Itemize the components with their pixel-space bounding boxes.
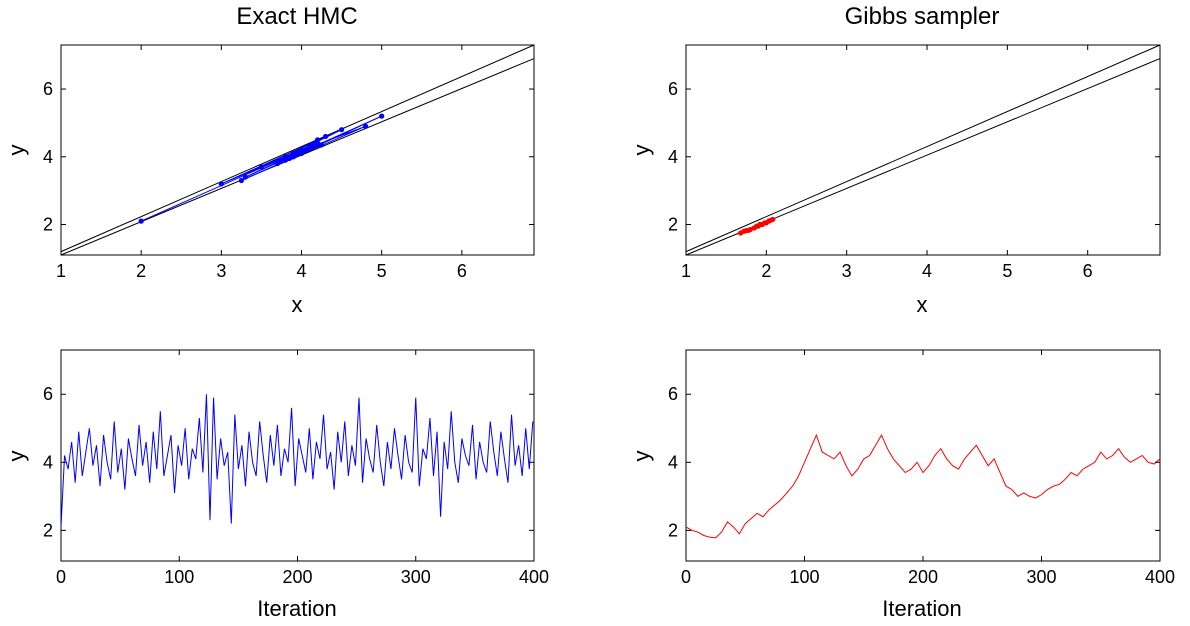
- x-tick-label: 0: [56, 567, 66, 587]
- data-point: [258, 164, 265, 170]
- data-point: [338, 127, 345, 133]
- x-tick-label: 4: [922, 261, 932, 281]
- y-axis-ticks: 2 4 6: [668, 384, 1160, 540]
- data-point: [379, 113, 385, 119]
- x-tick-label: 100: [164, 567, 194, 587]
- x-tick-label: 200: [908, 567, 938, 587]
- y-tick-label: 2: [43, 215, 53, 235]
- data-point: [298, 150, 305, 156]
- series-line: [685, 433, 1161, 539]
- y-tick-label: 2: [668, 520, 678, 540]
- x-axis-ticks: 1 2 3 4 5 6: [681, 45, 1093, 281]
- x-tick-label: 300: [1026, 567, 1056, 587]
- panel-gibbs-sampler: Gibbs sampler 1 2 3 4 5 6 2 4 6 x y: [629, 3, 1161, 317]
- data-point: [318, 142, 325, 148]
- x-tick-label: 2: [761, 261, 771, 281]
- x-tick-label: 6: [1083, 261, 1093, 281]
- x-tick-label: 3: [216, 261, 226, 281]
- y-axis-label: y: [629, 451, 654, 462]
- chart-title: Exact HMC: [236, 3, 357, 30]
- x-tick-label: 400: [519, 567, 549, 587]
- data-point: [238, 177, 244, 184]
- x-tick-label: 5: [1002, 261, 1012, 281]
- y-tick-label: 2: [668, 215, 678, 235]
- data-point: [754, 223, 760, 229]
- x-tick-label: 400: [1145, 567, 1175, 587]
- x-tick-label: 6: [457, 261, 467, 281]
- data-point: [762, 220, 768, 226]
- series-group: [685, 433, 1161, 539]
- data-point: [746, 227, 752, 233]
- data-point: [290, 150, 297, 156]
- plot-frame: [685, 349, 1161, 562]
- x-tick-label: 4: [297, 261, 307, 281]
- data-point: [274, 160, 281, 167]
- series-line: [60, 394, 534, 527]
- y-axis-ticks: 2 4 6: [668, 79, 1160, 235]
- x-axis-label: Iteration: [882, 596, 962, 621]
- data-point: [322, 133, 329, 140]
- x-tick-label: 300: [401, 567, 431, 587]
- y-tick-label: 4: [43, 452, 53, 472]
- y-axis-label: y: [4, 145, 29, 156]
- x-tick-label: 1: [56, 261, 66, 281]
- data-point: [314, 137, 321, 143]
- x-tick-label: 3: [842, 261, 852, 281]
- x-tick-label: 2: [136, 261, 146, 281]
- x-tick-label: 1: [681, 261, 691, 281]
- y-tick-label: 4: [43, 147, 53, 167]
- x-tick-label: 200: [282, 567, 312, 587]
- y-tick-label: 6: [668, 79, 678, 99]
- y-axis-ticks: 2 4 6: [43, 79, 534, 235]
- y-tick-label: 2: [43, 520, 53, 540]
- x-axis-ticks: 0 100 200 300 400: [681, 350, 1175, 587]
- x-tick-label: 5: [377, 261, 387, 281]
- y-axis-ticks: 2 4 6: [43, 384, 534, 540]
- x-tick-label: 100: [789, 567, 819, 587]
- y-tick-label: 4: [668, 147, 678, 167]
- series-group: [738, 216, 776, 236]
- panel-exact-hmc: Exact HMC 1 2 3 4 5 6 2 4 6 x y: [4, 3, 535, 317]
- data-point: [138, 218, 144, 224]
- chart-title: Gibbs sampler: [845, 3, 1000, 30]
- panel-hmc-trace: 0 100 200 300 400 2 4 6 Iteration y: [4, 349, 549, 621]
- panel-gibbs-trace: 0 100 200 300 400 2 4 6 Iteration y: [629, 349, 1175, 621]
- x-axis-label: x: [292, 292, 303, 317]
- plot-frame: [685, 44, 1161, 256]
- x-axis-ticks: 1 2 3 4 5 6: [56, 45, 467, 281]
- data-point: [294, 149, 301, 155]
- reference-line-1: [60, 44, 535, 253]
- series-group: [138, 113, 385, 224]
- data-point: [286, 155, 293, 162]
- x-axis-label: Iteration: [257, 596, 337, 621]
- y-axis-label: y: [629, 145, 654, 156]
- y-tick-label: 6: [43, 79, 53, 99]
- data-point: [218, 181, 224, 187]
- x-tick-label: 0: [681, 567, 691, 587]
- y-tick-label: 4: [668, 452, 678, 472]
- x-axis-ticks: 0 100 200 300 400: [56, 350, 549, 587]
- data-point: [306, 144, 313, 150]
- y-axis-label: y: [4, 451, 29, 462]
- data-point: [282, 154, 289, 160]
- x-axis-label: x: [917, 292, 928, 317]
- y-tick-label: 6: [43, 384, 53, 404]
- data-point: [242, 174, 248, 180]
- series-group: [60, 394, 534, 527]
- y-tick-label: 6: [668, 384, 678, 404]
- data-point: [767, 217, 773, 224]
- reference-line-1: [685, 44, 1161, 253]
- data-point: [363, 123, 369, 129]
